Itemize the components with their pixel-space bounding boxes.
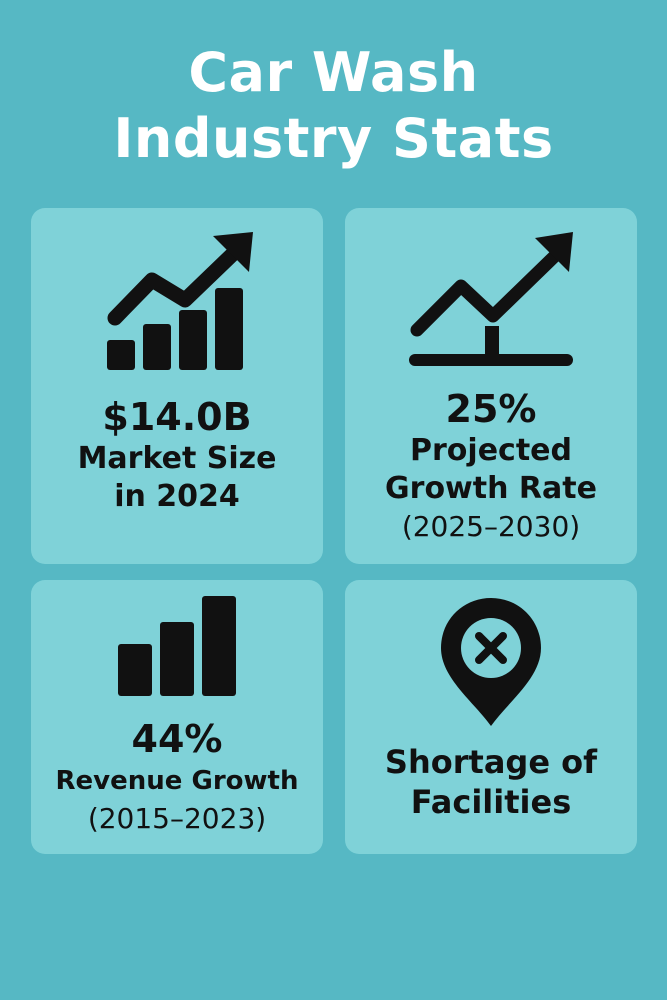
stat-card-revenue-growth: 44% Revenue Growth (2015–2023) (31, 580, 323, 854)
stat-value: 44% (131, 717, 223, 761)
stat-label-line-2: in 2024 (114, 479, 240, 514)
stat-card-projected-growth: 25% Projected Growth Rate (2025–2030) (345, 208, 637, 564)
stat-label-line-2: (2015–2023) (87, 802, 267, 835)
stat-label-line-1: Revenue Growth (55, 766, 299, 796)
trend-line-arrow-icon (345, 230, 637, 380)
stat-label-line-1: Projected (410, 433, 572, 468)
stat-text: $14.0B Market Size in 2024 (31, 394, 323, 516)
location-pin-x-icon (345, 594, 637, 730)
bar-chart-icon (31, 594, 323, 704)
page-title: Car Wash Industry Stats (0, 40, 667, 172)
stat-text: Shortage of Facilities (345, 742, 637, 822)
stat-label-line-1: Market Size (77, 441, 277, 476)
stat-text: 25% Projected Growth Rate (2025–2030) (345, 386, 637, 546)
title-line-1: Car Wash (188, 41, 479, 104)
stat-label-line-2: Facilities (410, 783, 572, 821)
stat-card-market-size: $14.0B Market Size in 2024 (31, 208, 323, 564)
title-line-2: Industry Stats (113, 107, 554, 170)
growth-bars-arrow-icon (31, 230, 323, 380)
stat-label-line-3: (2025–2030) (401, 510, 581, 543)
stat-label-line-1: Shortage of (384, 743, 598, 781)
stat-value: $14.0B (102, 395, 252, 439)
stat-value: 25% (445, 387, 537, 431)
stat-text: 44% Revenue Growth (2015–2023) (31, 716, 323, 838)
stat-label-line-2: Growth Rate (385, 471, 597, 506)
stat-card-shortage: Shortage of Facilities (345, 580, 637, 854)
